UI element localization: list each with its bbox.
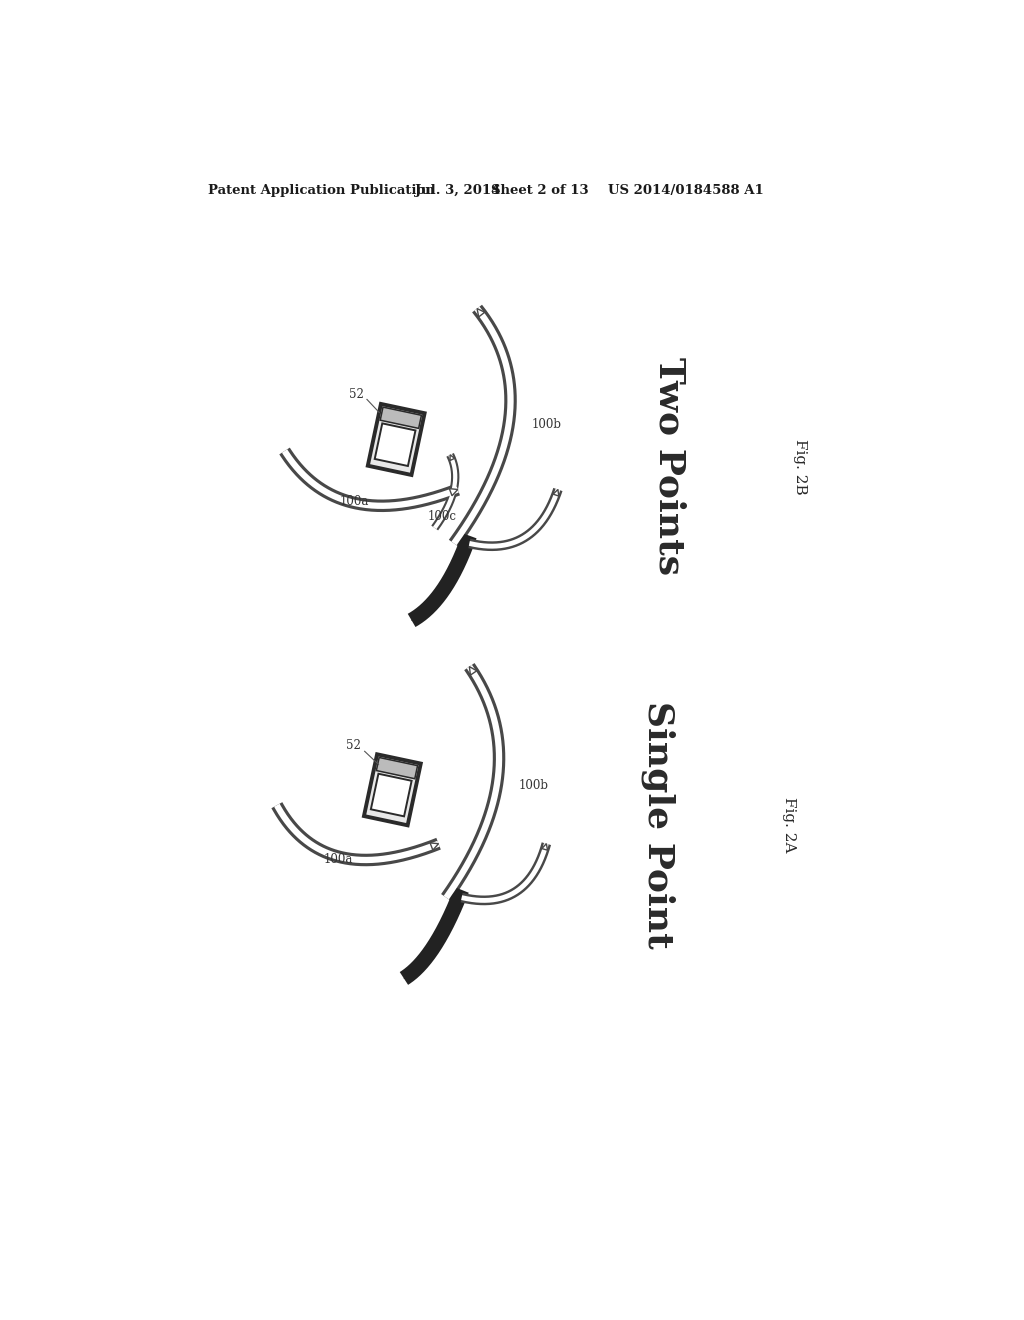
Polygon shape [377, 758, 418, 779]
Text: Sheet 2 of 13: Sheet 2 of 13 [490, 185, 589, 197]
Text: 100a: 100a [339, 495, 369, 508]
Polygon shape [412, 609, 426, 620]
Polygon shape [430, 843, 438, 850]
Polygon shape [380, 407, 422, 429]
Text: Patent Application Publication: Patent Application Publication [208, 185, 434, 197]
Polygon shape [375, 424, 416, 466]
Text: Single Point: Single Point [641, 701, 675, 948]
Text: 100b: 100b [518, 779, 548, 792]
Polygon shape [364, 754, 421, 825]
Text: Two Points: Two Points [652, 358, 686, 576]
Polygon shape [469, 667, 477, 675]
Text: 100a: 100a [324, 853, 353, 866]
Text: Jul. 3, 2014: Jul. 3, 2014 [416, 185, 501, 197]
Polygon shape [368, 404, 425, 475]
Polygon shape [450, 488, 458, 496]
Text: 52: 52 [349, 388, 364, 401]
Polygon shape [542, 843, 548, 850]
Polygon shape [450, 455, 455, 461]
Polygon shape [553, 490, 559, 496]
Text: US 2014/0184588 A1: US 2014/0184588 A1 [608, 185, 764, 197]
Text: 100b: 100b [531, 417, 561, 430]
Polygon shape [403, 966, 418, 978]
Text: Fig. 2B: Fig. 2B [794, 438, 808, 494]
Text: 100c: 100c [428, 510, 457, 523]
Polygon shape [371, 774, 412, 816]
Polygon shape [477, 309, 484, 317]
Text: 52: 52 [346, 739, 361, 751]
Text: Fig. 2A: Fig. 2A [782, 797, 796, 853]
